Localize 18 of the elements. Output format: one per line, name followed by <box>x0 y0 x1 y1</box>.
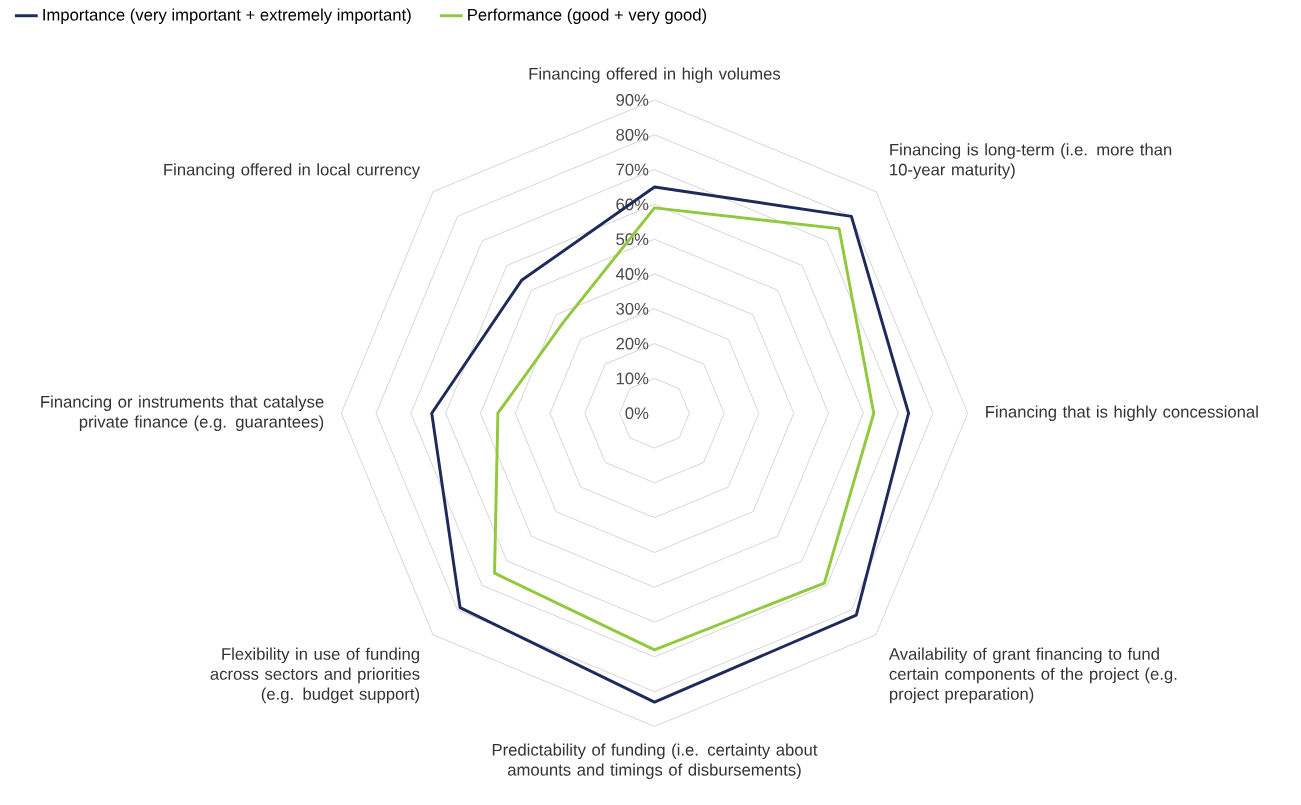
spoke-label: Availability of grant financing to fund certain components of the project (e.g. project preparation) <box>888 647 1177 704</box>
spoke-label: Financing is long-term (i.e. more than 10-year maturity) <box>890 143 1172 179</box>
y-tick-label: 30% <box>616 302 649 315</box>
spoke-label: Financing offered in local currency <box>164 163 421 179</box>
y-tick-label: 20% <box>616 337 649 350</box>
spoke-label: Flexibility in use of funding across sectors and priorities (e.g. budget support) <box>210 647 420 704</box>
y-tick-label: 0% <box>625 407 649 420</box>
spoke-label: Predictability of funding (i.e. certainty about amounts and timings of disbursements) <box>492 743 818 779</box>
legend-label: Importance (very important + extremely important) <box>43 8 411 24</box>
y-tick-label: 70% <box>616 163 649 176</box>
y-tick-label: 80% <box>616 128 649 141</box>
y-tick-label: 90% <box>616 94 649 106</box>
spoke-label: Financing that is highly concessional <box>986 405 1258 421</box>
spoke-label: Financing or instruments that catalyse private finance (e.g. guarantees) <box>41 395 324 431</box>
legend-label: Performance (good + very good) <box>468 8 707 24</box>
spoke-label: Financing offered in high volumes <box>529 67 781 83</box>
y-tick-label: 10% <box>616 372 649 385</box>
y-tick-label: 40% <box>615 268 649 280</box>
